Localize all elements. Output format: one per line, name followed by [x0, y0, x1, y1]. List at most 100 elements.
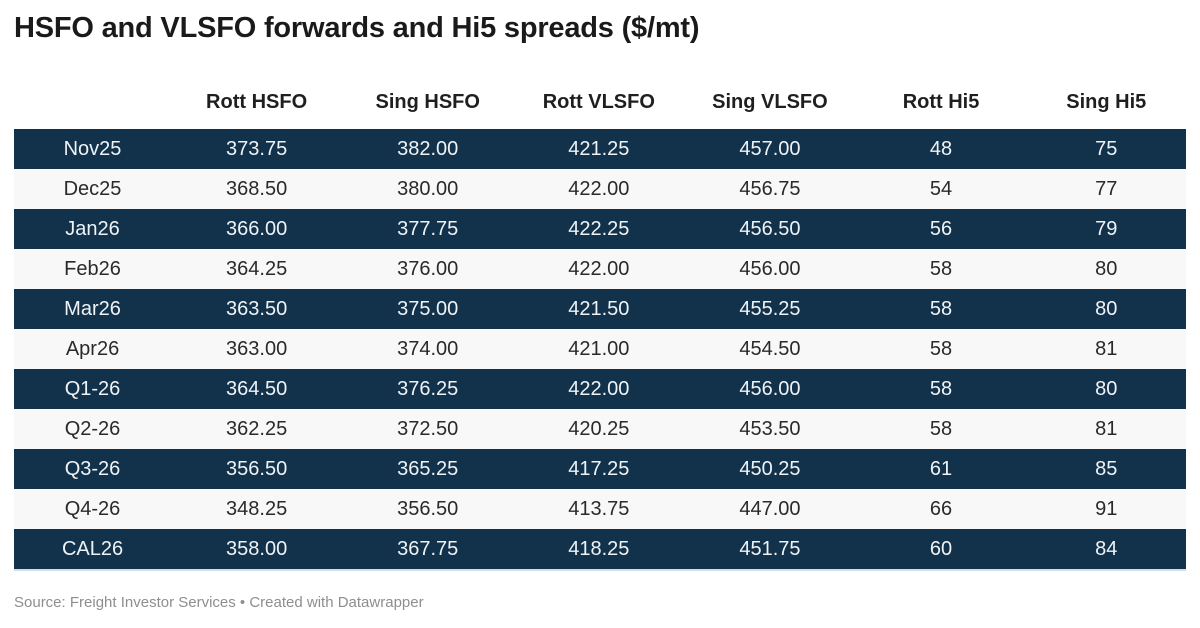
- value-cell: 421.50: [568, 297, 630, 320]
- row-label-cell: Dec25: [63, 177, 122, 200]
- value-cell: 85: [1095, 457, 1118, 480]
- value-cell: 457.00: [739, 137, 801, 160]
- value-cell: 58: [929, 257, 953, 280]
- row-label-cell: Nov25: [63, 137, 122, 160]
- value-cell: 367.75: [397, 537, 459, 560]
- table-row: Q1-26 364.50 376.25 422.00 456.00 58 80: [14, 369, 1186, 409]
- value-cell: 421.00: [568, 337, 630, 360]
- value-cell: 56: [929, 217, 953, 240]
- table-row: Dec25 368.50 380.00 422.00 456.75 54 77: [14, 169, 1186, 209]
- value-cell: 373.75: [226, 137, 288, 160]
- value-cell: 364.25: [226, 257, 288, 280]
- value-cell: 450.25: [739, 457, 801, 480]
- value-cell: 60: [929, 537, 953, 560]
- header-cell-rott-hi5: Rott Hi5: [902, 91, 980, 113]
- header-cell-sing-hi5: Sing Hi5: [1066, 91, 1147, 113]
- value-cell: 58: [929, 297, 953, 320]
- table-header-row: Rott HSFO Sing HSFO Rott VLSFO Sing VLSF…: [14, 86, 1186, 129]
- row-label-cell: CAL26: [61, 537, 124, 560]
- value-cell: 447.00: [739, 497, 801, 520]
- value-cell: 91: [1095, 497, 1118, 520]
- value-cell: 48: [929, 137, 953, 160]
- value-cell: 372.50: [397, 417, 459, 440]
- value-cell: 368.50: [226, 177, 288, 200]
- value-cell: 364.50: [226, 377, 288, 400]
- table-row: CAL26 358.00 367.75 418.25 451.75 60 84: [14, 529, 1186, 570]
- value-cell: 376.25: [397, 377, 459, 400]
- value-cell: 376.00: [397, 257, 459, 280]
- value-cell: 363.50: [226, 297, 288, 320]
- value-cell: 456.00: [739, 257, 801, 280]
- value-cell: 58: [929, 337, 953, 360]
- value-cell: 356.50: [226, 457, 288, 480]
- value-cell: 454.50: [739, 337, 801, 360]
- value-cell: 422.00: [568, 177, 630, 200]
- value-cell: 54: [929, 177, 953, 200]
- table-row: Jan26 366.00 377.75 422.25 456.50 56 79: [14, 209, 1186, 249]
- value-cell: 77: [1095, 177, 1118, 200]
- value-cell: 453.50: [739, 417, 801, 440]
- header-cell-period: [14, 86, 171, 129]
- value-cell: 58: [929, 417, 953, 440]
- value-cell: 79: [1095, 217, 1118, 240]
- row-label-cell: Q4-26: [64, 497, 121, 520]
- value-cell: 422.00: [568, 257, 630, 280]
- value-cell: 358.00: [226, 537, 288, 560]
- header-cell-sing-hsfo: Sing HSFO: [375, 91, 480, 113]
- header-cell-sing-vlsfo: Sing VLSFO: [712, 91, 828, 113]
- value-cell: 81: [1095, 417, 1118, 440]
- value-cell: 421.25: [568, 137, 630, 160]
- table-row: Apr26 363.00 374.00 421.00 454.50 58 81: [14, 329, 1186, 369]
- value-cell: 380.00: [397, 177, 459, 200]
- header-cell-rott-vlsfo: Rott VLSFO: [542, 91, 655, 113]
- chart-title: HSFO and VLSFO forwards and Hi5 spreads …: [14, 12, 700, 44]
- value-cell: 456.50: [739, 217, 801, 240]
- value-cell: 366.00: [226, 217, 288, 240]
- row-label-cell: Jan26: [65, 217, 120, 240]
- value-cell: 375.00: [397, 297, 459, 320]
- value-cell: 377.75: [397, 217, 459, 240]
- value-cell: 418.25: [568, 537, 630, 560]
- table-row: Mar26 363.50 375.00 421.50 455.25 58 80: [14, 289, 1186, 329]
- value-cell: 422.00: [568, 377, 630, 400]
- value-cell: 413.75: [568, 497, 630, 520]
- value-cell: 420.25: [568, 417, 630, 440]
- value-cell: 356.50: [397, 497, 459, 520]
- value-cell: 417.25: [568, 457, 630, 480]
- value-cell: 455.25: [739, 297, 801, 320]
- table-body: Nov25 373.75 382.00 421.25 457.00 48 75 Dec25 36…: [14, 129, 1186, 570]
- value-cell: 365.25: [397, 457, 459, 480]
- table-row: Q2-26 362.25 372.50 420.25 453.50 58 81: [14, 409, 1186, 449]
- table-row: Feb26 364.25 376.00 422.00 456.00 58 80: [14, 249, 1186, 289]
- value-cell: 80: [1095, 297, 1118, 320]
- value-cell: 456.00: [739, 377, 801, 400]
- value-cell: 348.25: [226, 497, 288, 520]
- value-cell: 80: [1095, 377, 1118, 400]
- header-cell-rott-hsfo: Rott HSFO: [206, 91, 308, 113]
- row-label-cell: Q3-26: [64, 457, 121, 480]
- value-cell: 80: [1095, 257, 1118, 280]
- row-label-cell: Mar26: [64, 297, 121, 320]
- value-cell: 58: [929, 377, 953, 400]
- forwards-table: Rott HSFO Sing HSFO Rott VLSFO Sing VLSF…: [14, 86, 1186, 571]
- value-cell: 362.25: [226, 417, 288, 440]
- table-row: Nov25 373.75 382.00 421.25 457.00 48 75: [14, 129, 1186, 169]
- value-cell: 363.00: [226, 337, 288, 360]
- value-cell: 84: [1095, 537, 1118, 560]
- value-cell: 61: [929, 457, 953, 480]
- value-cell: 374.00: [397, 337, 459, 360]
- table-row: Q4-26 348.25 356.50 413.75 447.00 66 91: [14, 489, 1186, 529]
- value-cell: 451.75: [739, 537, 801, 560]
- row-label-cell: Feb26: [64, 257, 121, 280]
- value-cell: 456.75: [739, 177, 801, 200]
- row-label-cell: Q1-26: [64, 377, 121, 400]
- value-cell: 382.00: [397, 137, 459, 160]
- row-label-cell: Q2-26: [64, 417, 121, 440]
- table-row: Q3-26 356.50 365.25 417.25 450.25 61 85: [14, 449, 1186, 489]
- source-attribution: Source: Freight Investor Services • Crea…: [14, 594, 424, 611]
- value-cell: 75: [1095, 137, 1118, 160]
- value-cell: 81: [1095, 337, 1118, 360]
- value-cell: 422.25: [568, 217, 630, 240]
- value-cell: 66: [929, 497, 953, 520]
